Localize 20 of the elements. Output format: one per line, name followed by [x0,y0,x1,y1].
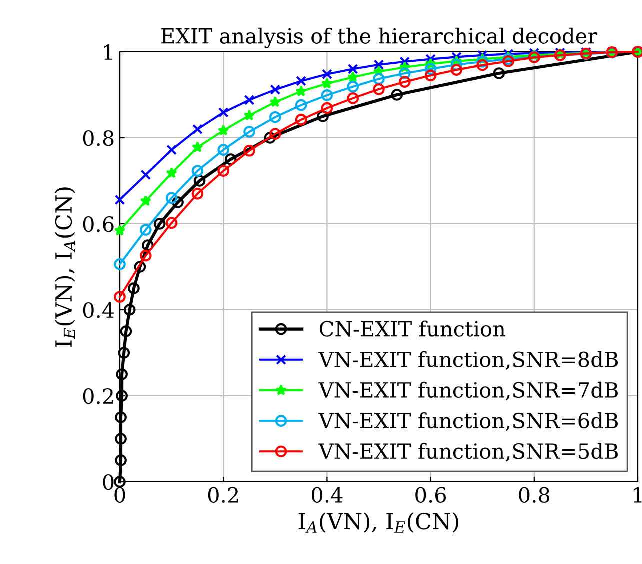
y-tick-label: 0.6 [83,216,114,232]
y-tick-label: 0 [103,474,114,490]
x-tick-label: 0.6 [416,487,446,503]
chart-title: EXIT analysis of the hierarchical decoder [162,28,598,48]
legend-label: VN-EXIT function,SNR=8dB [318,351,618,370]
legend-label: CN-EXIT function [320,320,506,337]
x-tick-label: 0.8 [519,487,550,503]
x-tick-label: 0 [114,487,126,503]
legend-label: VN-EXIT function,SNR=5dB [318,443,618,462]
x-tick-label: 0.2 [208,487,238,503]
x-tick-label: 1 [634,487,642,503]
x-tick-label: 0.4 [312,487,343,503]
legend-label: VN-EXIT function,SNR=7dB [318,382,618,401]
y-tick-label: 0.4 [83,302,114,318]
y-tick-label: 0.2 [83,388,114,404]
x-axis-title: I$_{A}$(VN), I$_{E}$(CN) [298,512,458,533]
y-tick-label: 1 [104,44,112,60]
y-tick-label: 0.8 [83,130,114,146]
y-axis-title: I$_{E}$(VN), I$_{A}$(CN) [54,188,76,348]
legend-label: VN-EXIT function,SNR=6dB [318,412,618,432]
